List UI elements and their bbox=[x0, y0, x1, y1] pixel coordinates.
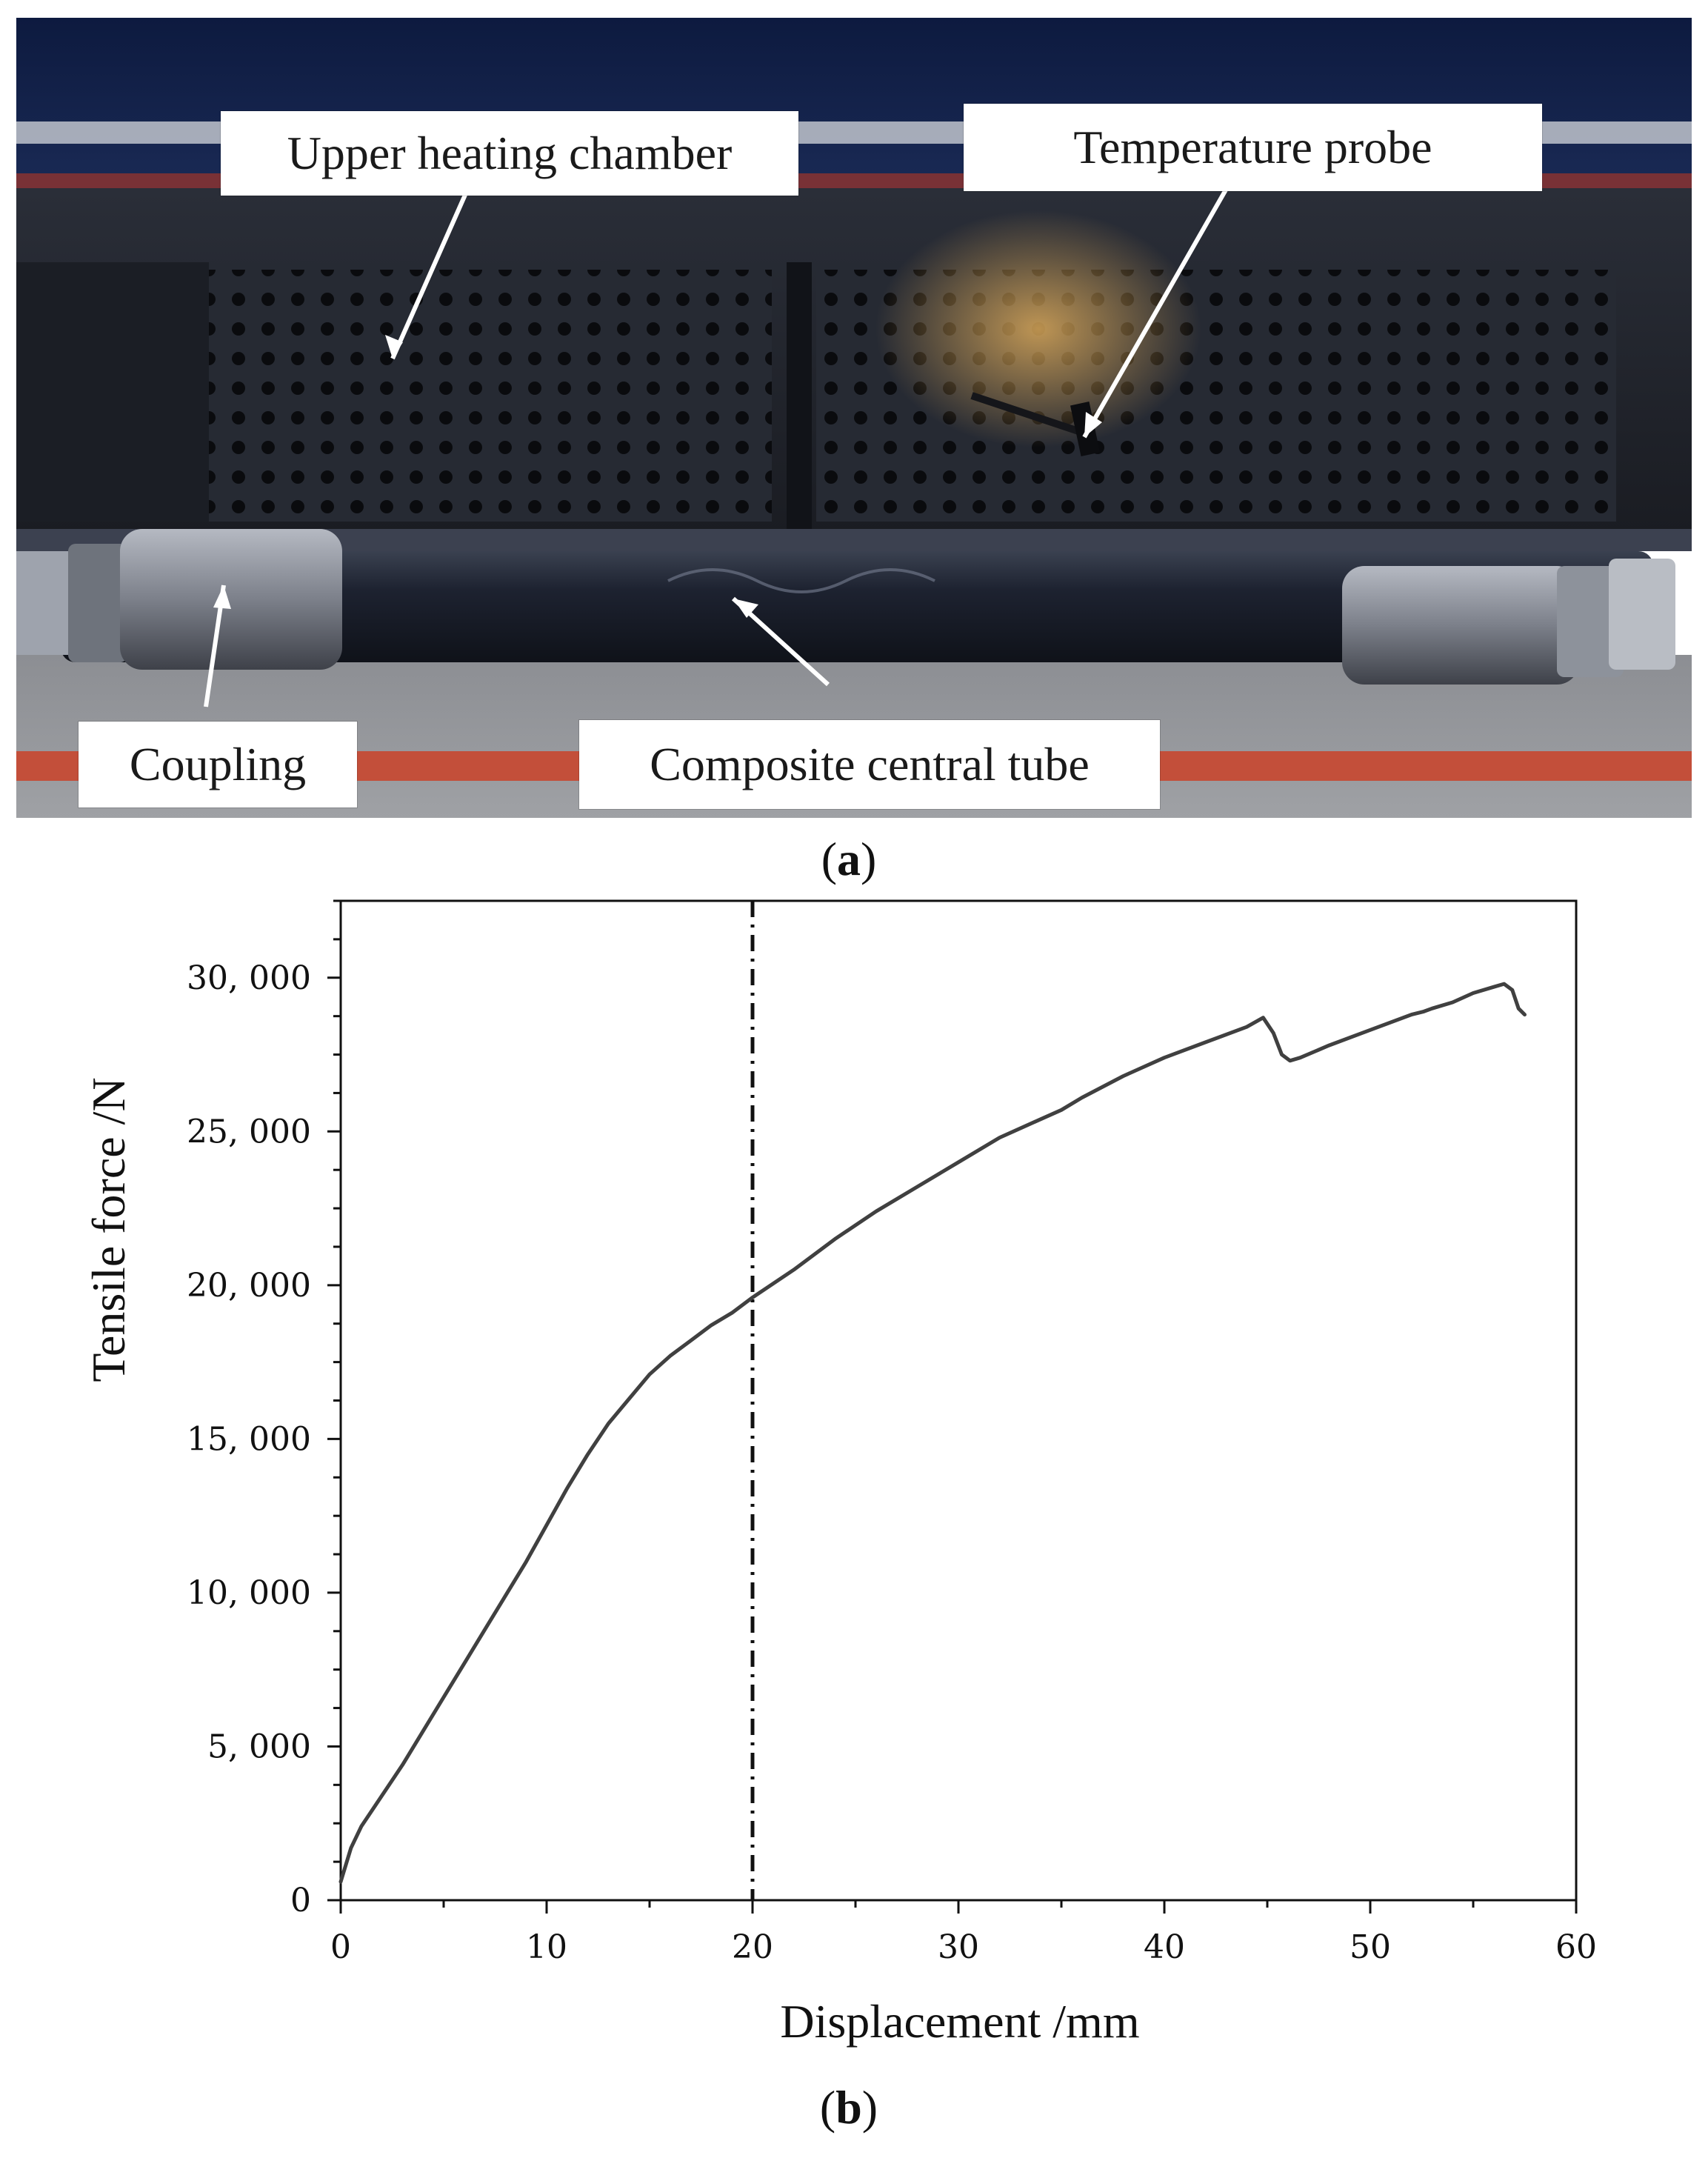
photo-panel-a: Upper heating chamber Temperature probe … bbox=[16, 18, 1692, 818]
y-axis-title: Tensile force /N bbox=[82, 1077, 135, 1382]
y-tick-label: 25, 000 bbox=[187, 1113, 311, 1150]
x-tick-label: 30 bbox=[938, 1928, 979, 1966]
series-line bbox=[338, 982, 1527, 1884]
panel-label-a: (a) bbox=[821, 833, 877, 885]
x-tick-label: 40 bbox=[1144, 1928, 1185, 1966]
callout-composite-central-tube: Composite central tube bbox=[579, 720, 1160, 809]
y-tick-label: 5, 000 bbox=[207, 1728, 311, 1765]
y-tick-label: 30, 000 bbox=[187, 959, 311, 997]
callout-coupling: Coupling bbox=[79, 722, 357, 807]
photo-illustration bbox=[16, 18, 1692, 818]
panel-letter-b: b bbox=[835, 2081, 862, 2134]
plot-border bbox=[339, 899, 1578, 1902]
y-tick-label: 10, 000 bbox=[187, 1574, 311, 1612]
x-tick-label: 10 bbox=[526, 1928, 567, 1966]
axis-ticks bbox=[327, 899, 1578, 1914]
plot-frame bbox=[339, 899, 1578, 1902]
y-tick-label: 0 bbox=[290, 1882, 311, 1919]
callout-upper-heating-chamber: Upper heating chamber bbox=[221, 111, 798, 196]
x-tick-label: 20 bbox=[732, 1928, 773, 1966]
panel-letter-a: a bbox=[837, 833, 861, 885]
x-tick-label: 60 bbox=[1555, 1928, 1597, 1966]
arrow-temperature-probe bbox=[1082, 179, 1233, 439]
arrow-upper-heating-chamber bbox=[390, 187, 470, 360]
y-tick-label: 20, 000 bbox=[187, 1267, 311, 1305]
tick-labels: 0 10 20 30 40 50 60 0 5, 000 10, 000 15, 000 20, 00… bbox=[187, 959, 1597, 1966]
callout-temperature-probe: Temperature probe bbox=[964, 104, 1542, 191]
x-axis-title: Displacement /mm bbox=[780, 1995, 1139, 2048]
panel-label-b: (b) bbox=[819, 2081, 878, 2134]
x-tick-label: 0 bbox=[330, 1928, 351, 1966]
series-group bbox=[338, 982, 1527, 1884]
y-tick-label: 15, 000 bbox=[187, 1420, 311, 1458]
x-tick-label: 50 bbox=[1350, 1928, 1391, 1966]
